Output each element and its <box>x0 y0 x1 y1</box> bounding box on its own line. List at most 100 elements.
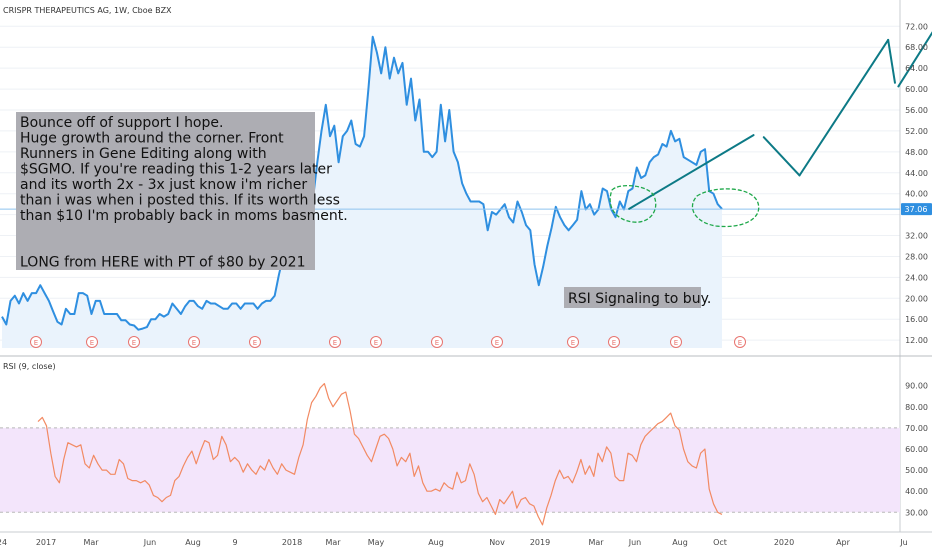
earnings-marker-label: E <box>674 339 678 347</box>
price-tick-label: 32.00 <box>905 232 928 241</box>
projection-segment <box>887 38 896 84</box>
earnings-marker-label: E <box>253 339 257 347</box>
earnings-marker-label: E <box>192 339 196 347</box>
rsi-band <box>0 427 900 513</box>
price-tick-label: 40.00 <box>905 190 928 199</box>
projection-segment <box>897 31 932 88</box>
earnings-marker[interactable] <box>128 336 140 348</box>
earnings-marker-label: E <box>612 339 616 347</box>
rsi-line <box>37 383 723 526</box>
price-tick-label: 12.00 <box>905 336 928 345</box>
rsi-note-box <box>564 287 701 308</box>
price-tick-label: 20.00 <box>905 294 928 303</box>
support-circle-2 <box>691 188 760 228</box>
time-tick-label: 2017 <box>36 538 56 547</box>
last-price-value: 37.06 <box>905 205 928 214</box>
price-area-fill <box>2 36 722 349</box>
note-line: LONG from HERE with PT of $80 by 2021 <box>20 255 305 271</box>
projection-lines <box>628 31 932 210</box>
time-tick-label: 9 <box>232 538 237 547</box>
rsi-tick-label: 80.00 <box>905 403 928 412</box>
price-tick-label: 64.00 <box>905 64 928 73</box>
time-tick-label: Aug <box>185 538 201 547</box>
note-line: and its worth 2x - 3x just know i'm rich… <box>20 177 307 193</box>
earnings-marker[interactable] <box>567 336 579 348</box>
price-line <box>1 35 723 331</box>
price-tick-label: 60.00 <box>905 85 928 94</box>
rsi-axis-labels: 30.00 40.00 50.00 60.00 70.00 80.00 90.00 <box>905 382 928 518</box>
earnings-marker[interactable] <box>86 336 98 348</box>
note-text: Bounce off of support I hope.Huge growth… <box>20 115 348 271</box>
price-tick-label: 56.00 <box>905 106 928 115</box>
note-box <box>16 112 315 270</box>
earnings-marker-label: E <box>374 339 378 347</box>
time-tick-label: Mar <box>83 538 99 547</box>
time-tick-label: Jun <box>143 538 157 547</box>
earnings-marker[interactable] <box>30 336 42 348</box>
time-tick-label: Aug <box>672 538 688 547</box>
earnings-marker-label: E <box>435 339 439 347</box>
time-tick-label: 2018 <box>282 538 302 547</box>
projection-segment <box>762 136 801 177</box>
time-tick-label: May <box>368 538 385 547</box>
price-tick-label: 68.00 <box>905 43 928 52</box>
note-line: than $10 I'm probably back in moms basme… <box>20 208 348 224</box>
rsi-tick-label: 30.00 <box>905 508 928 517</box>
time-tick-label: 2020 <box>774 538 794 547</box>
earnings-marker-label: E <box>495 339 499 347</box>
time-tick-label: 24 <box>0 538 7 547</box>
support-circle-1 <box>609 185 657 223</box>
rsi-tick-label: 60.00 <box>905 445 928 454</box>
time-tick-label: Aug <box>428 538 444 547</box>
last-price-tag <box>901 203 932 216</box>
time-tick-label: Nov <box>489 538 505 547</box>
time-tick-label: Mar <box>588 538 604 547</box>
earnings-marker[interactable] <box>491 336 503 348</box>
time-tick-label: 2019 <box>530 538 550 547</box>
projection-segment <box>798 38 890 177</box>
note-line: Bounce off of support I hope. <box>20 115 223 131</box>
price-tick-label: 24.00 <box>905 273 928 282</box>
symbol-header: CRISPR THERAPEUTICS AG, 1W, Cboe BZX <box>3 6 172 15</box>
rsi-note-text: RSI Signaling to buy. <box>568 291 711 307</box>
earnings-marker-label: E <box>738 339 742 347</box>
time-tick-label: Oct <box>713 538 727 547</box>
earnings-marker-label: E <box>571 339 575 347</box>
rsi-tick-label: 40.00 <box>905 487 928 496</box>
price-tick-label: 48.00 <box>905 148 928 157</box>
earnings-marker[interactable] <box>188 336 200 348</box>
earnings-marker[interactable] <box>249 336 261 348</box>
earnings-marker-label: E <box>90 339 94 347</box>
earnings-marker-label: E <box>132 339 136 347</box>
rsi-header: RSI (9, close) <box>3 362 56 371</box>
note-line: Huge growth around the corner. Front <box>20 131 284 147</box>
price-axis-labels: 12.00 16.00 20.00 24.00 28.00 32.00 40.00 44.00… <box>905 22 928 345</box>
earnings-marker[interactable] <box>670 336 682 348</box>
projection-segment <box>628 134 755 210</box>
rsi-tick-label: 70.00 <box>905 424 928 433</box>
rsi-tick-label: 50.00 <box>905 466 928 475</box>
note-line: than i was when i posted this. If its wo… <box>20 193 340 209</box>
earnings-marker-label: E <box>333 339 337 347</box>
earnings-marker[interactable] <box>329 336 341 348</box>
earnings-marker[interactable] <box>431 336 443 348</box>
price-tick-label: 28.00 <box>905 252 928 261</box>
earnings-marker[interactable] <box>608 336 620 348</box>
earnings-marker-label: E <box>34 339 38 347</box>
price-tick-label: 16.00 <box>905 315 928 324</box>
rsi-tick-label: 90.00 <box>905 382 928 391</box>
time-tick-label: Ju <box>899 538 907 547</box>
price-tick-label: 72.00 <box>905 22 928 31</box>
price-tick-label: 44.00 <box>905 169 928 178</box>
time-tick-label: Mar <box>325 538 341 547</box>
time-axis-labels: 24 2017 Mar Jun Aug 9 2018 Mar May Aug Nov 2019 Mar J… <box>0 538 908 547</box>
note-line: $SGMO. If you're reading this 1-2 years … <box>20 162 332 178</box>
earnings-marker[interactable] <box>370 336 382 348</box>
price-tick-label: 52.00 <box>905 127 928 136</box>
time-tick-label: Apr <box>836 538 851 547</box>
time-tick-label: Jun <box>628 538 642 547</box>
note-line: Runners in Gene Editing along with <box>20 146 267 162</box>
earnings-marker[interactable] <box>734 336 746 348</box>
